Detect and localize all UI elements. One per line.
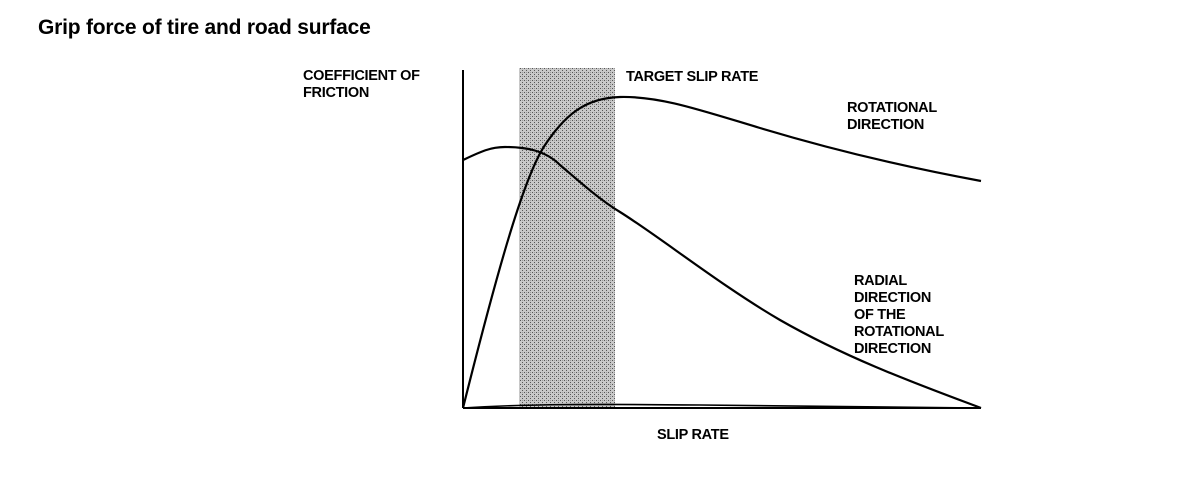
radial-direction-curve [462, 145, 982, 410]
target-slip-rate-label: TARGET SLIP RATE [626, 69, 759, 85]
target-slip-band [519, 68, 615, 408]
baseline-curve [462, 403, 982, 409]
y-axis-label: COEFFICIENT OF FRICTION [303, 68, 420, 101]
chart-title: Grip force of tire and road surface [38, 16, 371, 39]
series-label-rotational: ROTATIONAL DIRECTION [847, 100, 937, 133]
rotational-direction-curve [461, 95, 982, 409]
x-axis-label: SLIP RATE [657, 427, 729, 443]
series-label-radial: RADIAL DIRECTION OF THE ROTATIONAL DIREC… [854, 273, 944, 357]
